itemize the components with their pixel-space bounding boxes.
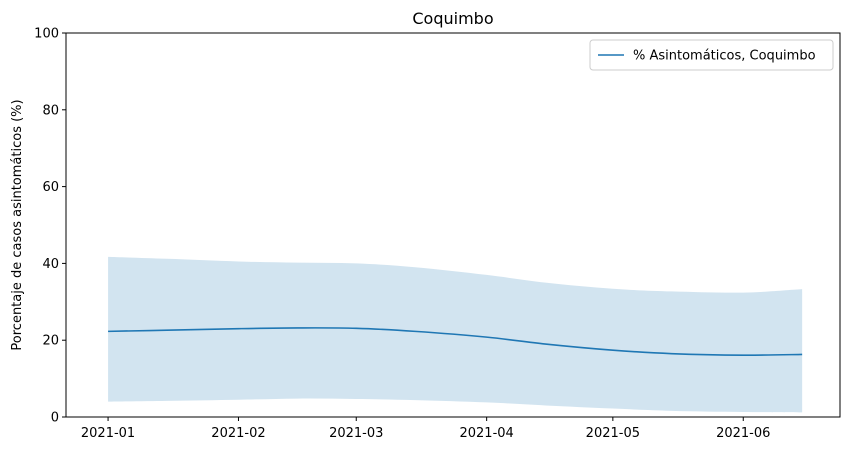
x-tick-label: 2021-05 — [586, 426, 640, 441]
y-tick-label: 60 — [42, 180, 59, 195]
y-tick-label: 80 — [42, 103, 59, 118]
series-line — [108, 327, 803, 356]
x-tick-label: 2021-01 — [81, 426, 135, 441]
chart-title: Coquimbo — [412, 9, 493, 28]
y-axis-label: Porcentaje de casos asintomáticos (%) — [10, 99, 25, 350]
y-axis-ticks: 0 20 40 60 80 100 — [34, 27, 66, 426]
x-tick-label: 2021-02 — [211, 426, 265, 441]
x-tick-label: 2021-06 — [716, 426, 770, 441]
plot-frame — [65, 32, 841, 418]
x-axis-ticks: 2021-01 2021-02 2021-03 2021-04 2021-05 2021-… — [81, 417, 770, 441]
legend-entry-label: % Asintomáticos, Coquimbo — [633, 49, 816, 64]
legend-box — [589, 39, 834, 71]
y-tick-label: 0 — [51, 411, 59, 426]
y-tick-label: 40 — [42, 257, 59, 272]
y-tick-label: 20 — [42, 334, 59, 349]
series-line-layer — [108, 327, 803, 356]
y-tick-label: 100 — [34, 27, 59, 42]
legend[interactable]: % Asintomáticos, Coquimbo — [589, 39, 834, 71]
x-tick-label: 2021-04 — [459, 426, 513, 441]
x-tick-label: 2021-03 — [329, 426, 383, 441]
